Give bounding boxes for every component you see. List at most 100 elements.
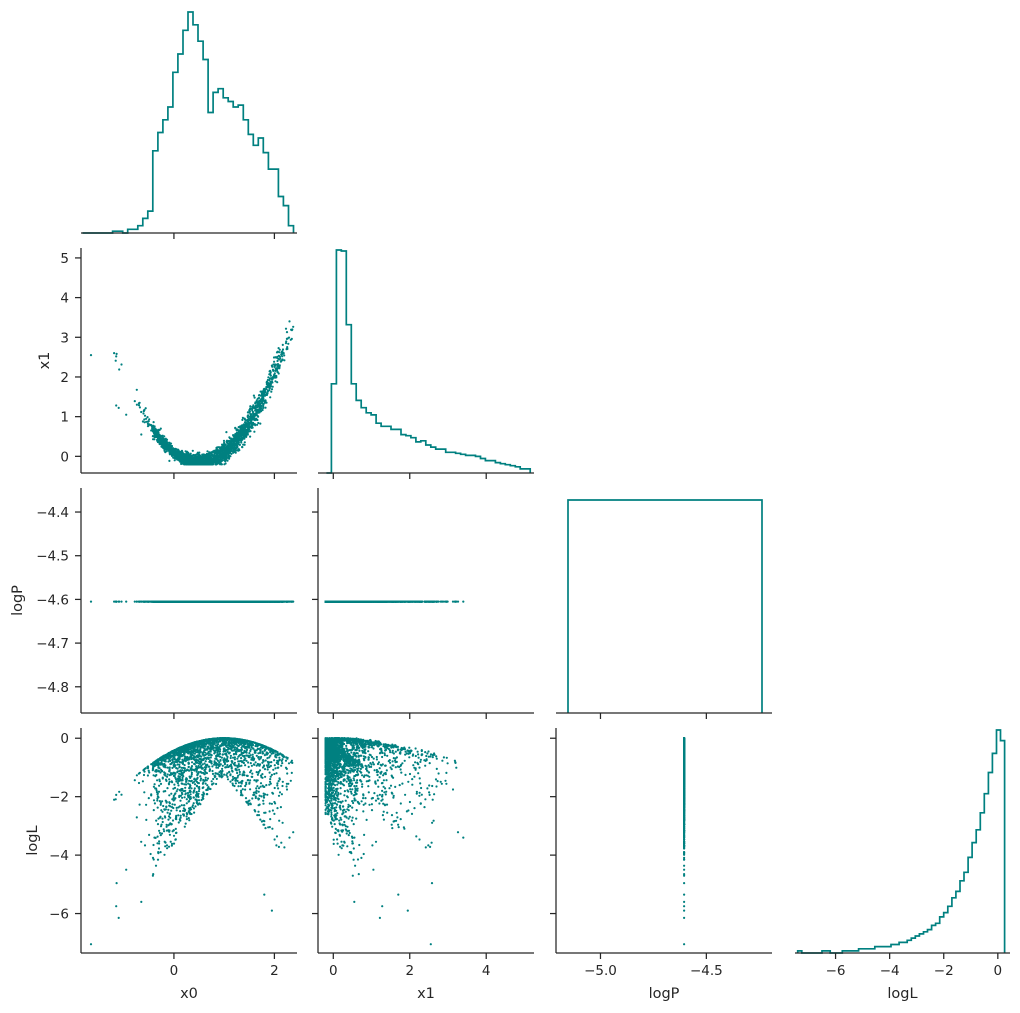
scatter-point — [193, 454, 197, 457]
scatter-point — [161, 434, 164, 437]
scatter-point — [284, 327, 288, 330]
scatter-point — [168, 459, 171, 462]
scatter-point — [241, 418, 244, 421]
scatter-point — [247, 423, 250, 426]
scatter-point — [238, 429, 242, 432]
scatter-point — [115, 355, 118, 358]
scatter-point — [133, 600, 136, 603]
scatter-point — [226, 446, 229, 449]
scatter-point — [221, 451, 224, 454]
scatter-point — [240, 431, 243, 434]
scatter-point — [259, 407, 262, 410]
scatter-point — [158, 428, 161, 432]
scatter-point — [208, 451, 211, 454]
scatter-point — [263, 387, 266, 390]
scatter-point — [211, 463, 214, 466]
scatter-point — [268, 389, 271, 392]
scatter-point — [270, 390, 273, 393]
scatter-point — [250, 420, 253, 423]
scatter-point — [168, 453, 171, 456]
scatter-point — [258, 394, 261, 397]
scatter-point — [265, 388, 268, 391]
scatter-point — [212, 455, 215, 458]
scatter-point — [283, 359, 286, 362]
scatter-point — [247, 427, 250, 430]
scatter-point — [292, 325, 295, 328]
scatter-point — [254, 401, 257, 404]
scatter-point — [214, 450, 217, 453]
scatter-point — [156, 440, 159, 444]
scatter-point — [238, 426, 241, 429]
scatter-point — [228, 457, 231, 460]
scatter-point — [173, 455, 176, 458]
scatter-point — [260, 393, 264, 396]
scatter-point — [223, 463, 226, 466]
scatter-point — [254, 414, 257, 417]
scatter-point — [242, 436, 245, 439]
scatter-point — [276, 359, 279, 363]
scatter-point — [278, 367, 281, 370]
scatter-point — [180, 449, 184, 452]
scatter-point — [286, 346, 289, 349]
scatter-point — [235, 435, 238, 438]
scatter-point — [142, 410, 145, 413]
scatter-point — [176, 450, 179, 453]
scatter-point — [148, 423, 151, 426]
scatter-point — [227, 451, 230, 454]
scatter-point — [190, 462, 194, 465]
scatter-point — [234, 451, 237, 454]
scatter-point — [186, 459, 189, 462]
scatter-point — [235, 444, 238, 447]
scatter-point — [277, 357, 280, 360]
scatter-point — [271, 385, 274, 388]
scatter-point — [271, 381, 274, 384]
scatter-point — [177, 458, 180, 461]
scatter-point — [163, 448, 166, 451]
scatter-point — [204, 453, 207, 457]
scatter-point — [157, 436, 160, 439]
scatter-point — [207, 463, 211, 466]
scatter-point — [133, 400, 136, 403]
plot-data-layer — [82, 11, 1006, 954]
scatter-point — [135, 403, 138, 406]
scatter-point — [216, 448, 219, 451]
scatter-point — [287, 342, 290, 345]
scatter-point — [176, 456, 179, 459]
scatter-point — [199, 457, 202, 460]
scatter-point — [263, 391, 266, 394]
scatter-point — [243, 428, 246, 431]
scatter-point — [147, 600, 150, 603]
scatter-point — [150, 425, 154, 428]
scatter-point — [140, 433, 143, 436]
scatter-point — [198, 463, 201, 466]
scatter-point — [249, 407, 252, 410]
scatter-point — [257, 421, 260, 425]
scatter-point — [204, 462, 207, 465]
scatter-point — [178, 453, 181, 456]
scatter-panel-x0-x1 — [89, 320, 295, 466]
scatter-point — [204, 456, 207, 459]
scatter-point — [264, 399, 267, 402]
scatter-point — [168, 443, 171, 446]
scatter-point — [246, 433, 249, 436]
scatter-point — [252, 394, 255, 397]
scatter-point — [115, 404, 118, 407]
scatter-point — [258, 399, 261, 402]
scatter-point — [218, 451, 221, 454]
scatter-point — [190, 458, 193, 461]
scatter-point — [242, 443, 245, 446]
scatter-point — [138, 406, 141, 409]
scatter-point — [228, 436, 231, 439]
scatter-point — [250, 423, 253, 427]
scatter-point — [206, 450, 209, 453]
scatter-point — [165, 443, 168, 446]
scatter-point — [232, 451, 235, 454]
scatter-point — [281, 358, 284, 361]
scatter-point — [257, 396, 261, 400]
scatter-point — [202, 457, 205, 460]
scatter-point — [276, 381, 279, 384]
scatter-point — [236, 446, 239, 449]
scatter-point — [160, 445, 163, 448]
scatter-point — [255, 399, 258, 402]
